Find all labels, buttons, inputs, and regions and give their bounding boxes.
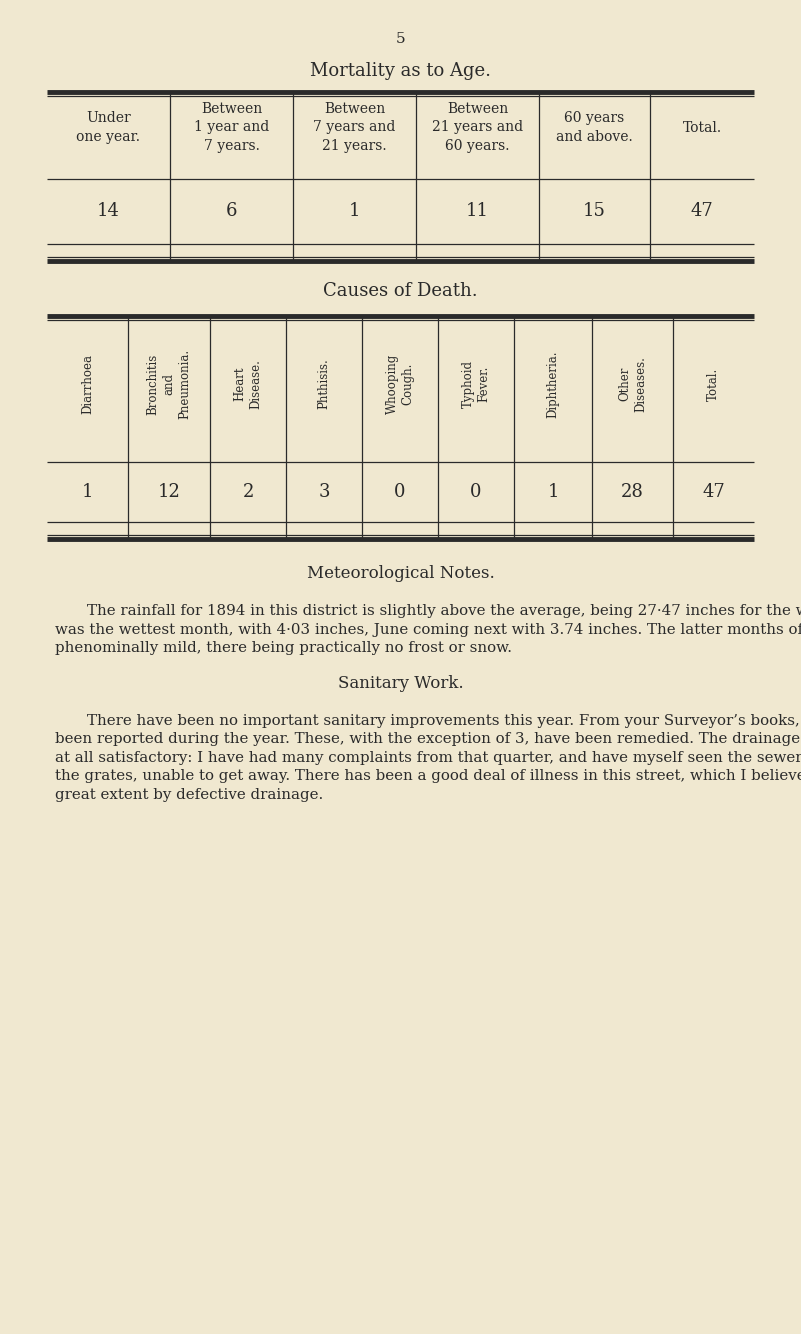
Text: been reported during the year. These, with the exception of 3, have been remedie: been reported during the year. These, wi…	[55, 732, 801, 746]
Text: Meteorological Notes.: Meteorological Notes.	[307, 566, 494, 583]
Text: The rainfall for 1894 in this district is slightly above the average, being 27·4: The rainfall for 1894 in this district i…	[87, 604, 801, 618]
Text: 2: 2	[243, 483, 254, 502]
Text: phenominally mild, there being practically no frost or snow.: phenominally mild, there being practical…	[55, 642, 512, 655]
Text: 6: 6	[226, 203, 237, 220]
Text: 14: 14	[97, 203, 120, 220]
Text: 1: 1	[82, 483, 93, 502]
Text: 1: 1	[348, 203, 360, 220]
Text: Heart
Disease.: Heart Disease.	[234, 359, 263, 410]
Text: Total.: Total.	[707, 367, 720, 400]
Text: Typhoid
Fever.: Typhoid Fever.	[461, 360, 490, 408]
Text: 47: 47	[690, 203, 714, 220]
Text: Other
Diseases.: Other Diseases.	[618, 356, 647, 412]
Text: 28: 28	[621, 483, 644, 502]
Text: Mortality as to Age.: Mortality as to Age.	[310, 61, 491, 80]
Text: Bronchitis
and
Pneumonia.: Bronchitis and Pneumonia.	[147, 350, 191, 419]
Text: great extent by defective drainage.: great extent by defective drainage.	[55, 788, 324, 802]
Text: 47: 47	[702, 483, 725, 502]
Text: 1: 1	[547, 483, 559, 502]
Text: 12: 12	[158, 483, 180, 502]
Text: There have been no important sanitary improvements this year. From your Surveyor: There have been no important sanitary im…	[87, 714, 801, 728]
Text: 15: 15	[583, 203, 606, 220]
Text: 60 years
and above.: 60 years and above.	[556, 111, 633, 144]
Text: Diarrhoea: Diarrhoea	[81, 354, 94, 414]
Text: Phthisis.: Phthisis.	[317, 359, 331, 410]
Text: Between
7 years and
21 years.: Between 7 years and 21 years.	[313, 103, 396, 153]
Text: Under
one year.: Under one year.	[77, 111, 140, 144]
Text: 0: 0	[394, 483, 406, 502]
Text: was the wettest month, with 4·03 inches, June coming next with 3.74 inches. The : was the wettest month, with 4·03 inches,…	[55, 623, 801, 636]
Text: at all satisfactory: I have had many complaints from that quarter, and have myse: at all satisfactory: I have had many com…	[55, 751, 801, 764]
Text: Between
21 years and
60 years.: Between 21 years and 60 years.	[432, 103, 523, 153]
Text: Whooping
Cough.: Whooping Cough.	[385, 354, 414, 414]
Text: Diphtheria.: Diphtheria.	[546, 351, 560, 418]
Text: 5: 5	[396, 32, 405, 45]
Text: Total.: Total.	[682, 120, 722, 135]
Text: Causes of Death.: Causes of Death.	[323, 281, 478, 300]
Text: Between
1 year and
7 years.: Between 1 year and 7 years.	[194, 103, 269, 153]
Text: Sanitary Work.: Sanitary Work.	[338, 675, 463, 692]
Text: 11: 11	[466, 203, 489, 220]
Text: the grates, unable to get away. There has been a good deal of illness in this st: the grates, unable to get away. There ha…	[55, 770, 801, 783]
Text: 3: 3	[318, 483, 330, 502]
Text: 0: 0	[470, 483, 481, 502]
